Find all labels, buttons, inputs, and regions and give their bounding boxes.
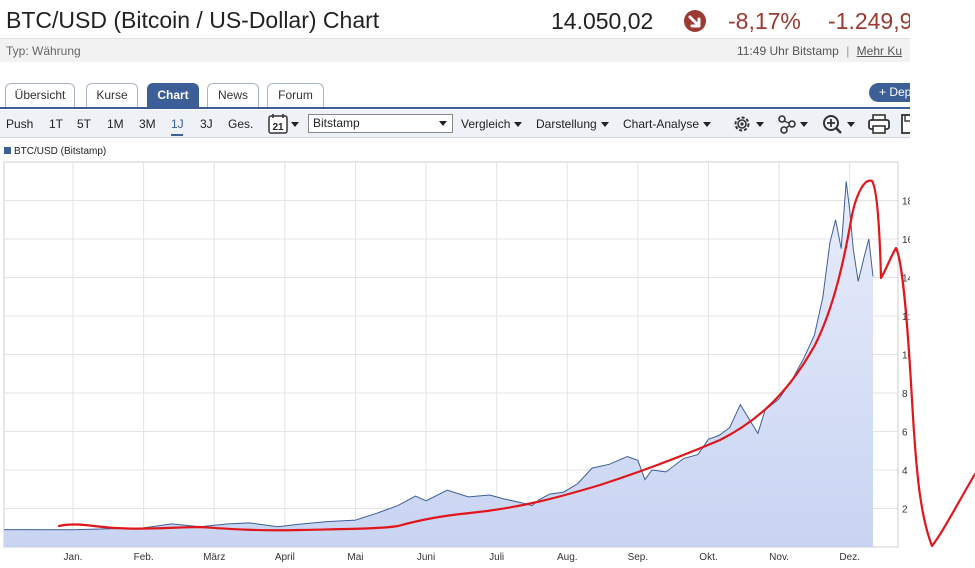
- active-range-indicator: [171, 134, 183, 136]
- analysis-label: Chart-Analyse: [623, 117, 700, 131]
- quote-time: 11:49 Uhr: [737, 44, 789, 58]
- chart-legend: BTC/USD (Bitstamp): [4, 146, 106, 157]
- legend-swatch: [4, 147, 11, 154]
- tab-underline: [0, 107, 910, 109]
- info-bar: Typ: Währung 11:49 Uhr Bitstamp | Mehr K…: [0, 38, 910, 62]
- analysis-menu[interactable]: Chart-Analyse: [623, 117, 712, 131]
- quote-meta: 11:49 Uhr Bitstamp | Mehr Ku: [737, 44, 902, 58]
- range-5t-button[interactable]: 5T: [77, 117, 92, 131]
- type-label: Typ: Währung: [6, 44, 81, 58]
- range-all-button[interactable]: Ges.: [228, 117, 254, 131]
- more-quotes-link[interactable]: Mehr Ku: [856, 44, 903, 58]
- x-tick-label: Okt.: [699, 552, 717, 563]
- exchange-select-value: Bitstamp: [313, 116, 360, 130]
- meta-separator: |: [846, 44, 850, 58]
- chart-toolbar: Push 1T 5T 1M 3M 1J 3J Ges. 21 Bitstamp …: [0, 110, 910, 138]
- legend-label: BTC/USD (Bitstamp): [14, 146, 107, 157]
- change-percent: -8,17%: [728, 8, 801, 34]
- x-tick-label: Juli: [489, 552, 504, 563]
- x-tick-label: Nov.: [769, 552, 789, 563]
- exchange-select[interactable]: Bitstamp: [308, 114, 453, 133]
- x-tick-label: Feb.: [134, 552, 154, 563]
- tab-news[interactable]: News: [207, 83, 259, 107]
- x-tick-label: März: [203, 552, 225, 563]
- range-3j-button[interactable]: 3J: [200, 117, 213, 131]
- range-3m-button[interactable]: 3M: [139, 117, 156, 131]
- page-title: BTC/USD (Bitcoin / US-Dollar) Chart: [6, 7, 380, 33]
- page-frame: BTC/USD (Bitcoin / US-Dollar) Chart 14.0…: [0, 7, 910, 568]
- share-icon[interactable]: [776, 113, 812, 140]
- series-line: [3, 181, 874, 531]
- add-depot-button[interactable]: + Dep: [869, 83, 910, 102]
- change-absolute: -1.249,9: [828, 8, 910, 34]
- zoom-icon[interactable]: [821, 113, 857, 140]
- down-arrow-icon: [684, 10, 706, 32]
- price-chart[interactable]: 24681(1:141618Jan.Feb.MärzAprilMaiJuniJu…: [0, 160, 910, 568]
- y-tick-label: 2: [902, 505, 908, 516]
- y-tick-label: 1(: [902, 351, 910, 362]
- current-price: 14.050,02: [551, 8, 654, 34]
- push-button[interactable]: Push: [6, 117, 34, 131]
- x-tick-label: Aug.: [557, 552, 578, 563]
- tab-quotes[interactable]: Kurse: [86, 83, 138, 107]
- y-tick-label: 8: [902, 389, 908, 400]
- compare-label: Vergleich: [461, 117, 511, 131]
- range-1j-button[interactable]: 1J: [171, 117, 184, 131]
- y-tick-label: 18: [902, 197, 910, 208]
- display-menu[interactable]: Darstellung: [536, 117, 609, 131]
- quote-exchange: Bitstamp: [792, 44, 839, 58]
- gear-icon[interactable]: [731, 113, 767, 140]
- chevron-down-icon: [439, 121, 447, 126]
- range-1m-button[interactable]: 1M: [107, 117, 124, 131]
- compare-menu[interactable]: Vergleich: [461, 117, 523, 131]
- x-tick-label: Dez.: [839, 552, 860, 563]
- x-tick-label: Mai: [347, 552, 363, 563]
- y-tick-label: 14: [902, 274, 910, 285]
- y-tick-label: 16: [902, 235, 910, 246]
- series-area: [4, 181, 873, 548]
- chevron-down-icon: [703, 122, 712, 127]
- y-tick-label: 6: [902, 428, 908, 439]
- range-1t-button[interactable]: 1T: [49, 117, 64, 131]
- chevron-down-icon: [514, 122, 523, 127]
- y-tick-label: 4: [902, 466, 908, 477]
- annotation-stroke: [57, 179, 975, 548]
- tab-chart[interactable]: Chart: [147, 83, 199, 107]
- x-tick-label: Jan.: [64, 552, 83, 563]
- x-tick-label: Sep.: [628, 552, 649, 563]
- calendar-icon[interactable]: 21: [268, 113, 300, 140]
- x-tick-label: Juni: [417, 552, 435, 563]
- chevron-down-icon: [600, 122, 609, 127]
- tab-forum[interactable]: Forum: [267, 83, 324, 107]
- calendar-day-label: 21: [272, 122, 284, 133]
- print-icon[interactable]: [867, 113, 891, 140]
- display-label: Darstellung: [536, 117, 597, 131]
- x-tick-label: April: [275, 552, 295, 563]
- tab-overview[interactable]: Übersicht: [5, 83, 75, 107]
- save-icon[interactable]: [900, 113, 910, 140]
